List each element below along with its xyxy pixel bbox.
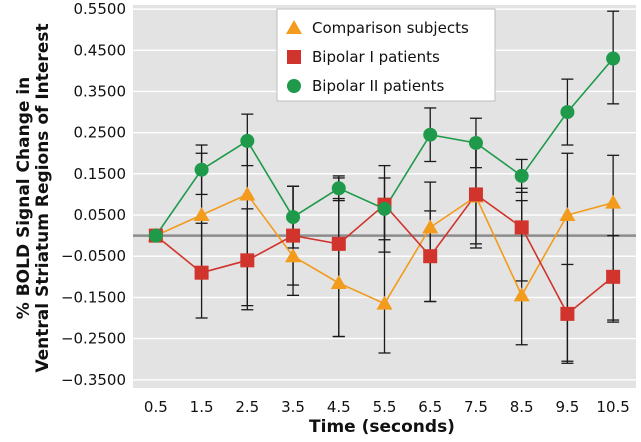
data-point <box>286 210 301 225</box>
data-point <box>376 295 393 310</box>
data-point <box>148 228 163 243</box>
x-tick-label: 7.5 <box>464 398 488 416</box>
x-tick-label: 9.5 <box>555 398 579 416</box>
data-point <box>468 187 483 202</box>
data-point <box>240 133 255 148</box>
x-tick-label: 6.5 <box>418 398 442 416</box>
y-tick-label: −0.2500 <box>61 330 126 348</box>
y-axis-title-line-2: Ventral Striatum Regions of Interest <box>33 23 53 372</box>
y-tick-label: −0.3500 <box>61 371 126 389</box>
data-point <box>559 207 576 222</box>
legend: Comparison subjects Bipolar I patients Bip… <box>276 8 496 102</box>
data-point <box>330 274 347 289</box>
data-point <box>513 287 530 302</box>
x-axis-title: Time (seconds) <box>309 417 455 437</box>
data-point <box>514 168 529 183</box>
x-tick-label: 10.5 <box>596 398 629 416</box>
y-tick-label: 0.5500 <box>74 0 127 18</box>
x-tick-label: 5.5 <box>373 398 397 416</box>
legend-marker <box>286 20 302 34</box>
x-tick-label: 0.5 <box>144 398 168 416</box>
legend-marker <box>287 79 301 93</box>
data-point <box>286 228 301 243</box>
data-point <box>331 181 346 196</box>
data-point <box>423 127 438 142</box>
legend-label: Bipolar II patients <box>312 77 444 95</box>
y-tick-label: 0.1500 <box>74 165 127 183</box>
y-axis-ticks: 0.5500 0.4500 0.3500 0.2500 0.1500 0.0500 −0.0… <box>61 0 126 389</box>
y-tick-label: −0.1500 <box>61 288 126 306</box>
data-point <box>560 306 575 321</box>
legend-item-1: Bipolar I patients <box>287 48 440 66</box>
data-point <box>422 219 439 234</box>
y-tick-label: 0.2500 <box>74 124 127 142</box>
y-tick-label: 0.0500 <box>74 206 127 224</box>
series-points-2 <box>148 51 621 243</box>
legend-marker <box>287 50 301 64</box>
series-layer <box>147 10 622 364</box>
data-point <box>606 51 621 66</box>
data-point <box>194 162 209 177</box>
x-axis-ticks: 0.5 1.5 2.5 3.5 4.5 5.5 6.5 7.5 8.5 9.5 10.5 <box>144 398 630 416</box>
data-point <box>423 249 438 264</box>
legend-label: Comparison subjects <box>312 19 469 37</box>
data-point <box>193 207 210 222</box>
x-tick-label: 4.5 <box>327 398 351 416</box>
data-point <box>240 253 255 268</box>
y-axis-title-line-1: % BOLD Signal Change in <box>14 77 34 319</box>
x-tick-label: 1.5 <box>190 398 214 416</box>
data-point <box>239 186 256 201</box>
data-point <box>606 269 621 284</box>
data-point <box>514 220 529 235</box>
x-tick-label: 2.5 <box>235 398 259 416</box>
legend-label: Bipolar I patients <box>312 48 440 66</box>
y-tick-label: 0.3500 <box>74 82 127 100</box>
data-point <box>285 248 302 263</box>
data-point <box>560 105 575 120</box>
data-point <box>605 194 622 209</box>
data-point <box>331 236 346 251</box>
legend-box <box>276 8 496 102</box>
data-point <box>468 135 483 150</box>
y-tick-label: 0.4500 <box>74 41 127 59</box>
x-tick-label: 8.5 <box>510 398 534 416</box>
series-points-1 <box>148 187 621 321</box>
legend-item-0: Comparison subjects <box>286 19 469 37</box>
legend-item-2: Bipolar II patients <box>287 77 444 95</box>
data-point <box>377 201 392 216</box>
data-point <box>194 265 209 280</box>
x-tick-label: 3.5 <box>281 398 305 416</box>
y-tick-label: −0.0500 <box>61 247 126 265</box>
